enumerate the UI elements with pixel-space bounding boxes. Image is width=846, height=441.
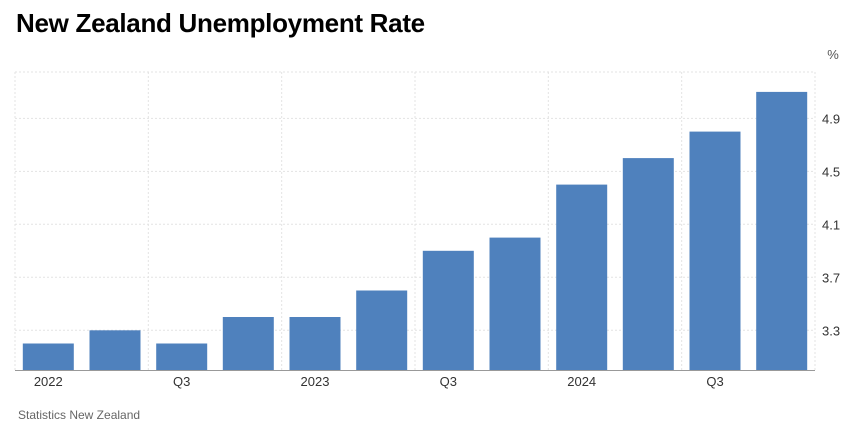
bar[interactable]	[489, 237, 541, 370]
bar[interactable]	[356, 290, 408, 371]
bar[interactable]	[556, 184, 608, 370]
source-label: Statistics New Zealand	[18, 408, 141, 422]
x-tick-label: 2024	[567, 374, 596, 389]
bar[interactable]	[222, 317, 274, 370]
y-tick-label: 4.1	[822, 217, 840, 232]
bar[interactable]	[689, 131, 741, 370]
bar[interactable]	[622, 158, 674, 370]
chart-title: New Zealand Unemployment Rate	[16, 8, 425, 38]
bar[interactable]	[756, 91, 808, 371]
x-tick-label: 2023	[301, 374, 330, 389]
y-tick-label: 3.3	[822, 323, 840, 338]
bar[interactable]	[22, 343, 74, 371]
bar[interactable]	[89, 330, 141, 370]
x-axis-ticks: 2022 Q3 2023 Q3 2024 Q3	[15, 370, 815, 389]
horizontal-gridlines	[15, 71, 815, 331]
y-tick-label: 4.5	[822, 164, 840, 179]
x-tick-label: Q3	[440, 374, 457, 389]
bar[interactable]	[422, 250, 474, 370]
y-tick-label: 3.7	[822, 270, 840, 285]
x-tick-label: Q3	[173, 374, 190, 389]
bar[interactable]	[289, 317, 341, 370]
vertical-gridlines	[14, 72, 816, 370]
bar[interactable]	[156, 343, 208, 371]
y-axis-ticks: 3.3 3.7 4.1 4.5 4.9	[822, 111, 840, 338]
x-tick-label: Q3	[706, 374, 723, 389]
y-axis-unit-label: %	[827, 47, 839, 62]
x-tick-label: 2022	[34, 374, 63, 389]
bars	[22, 91, 808, 371]
y-tick-label: 4.9	[822, 111, 840, 126]
